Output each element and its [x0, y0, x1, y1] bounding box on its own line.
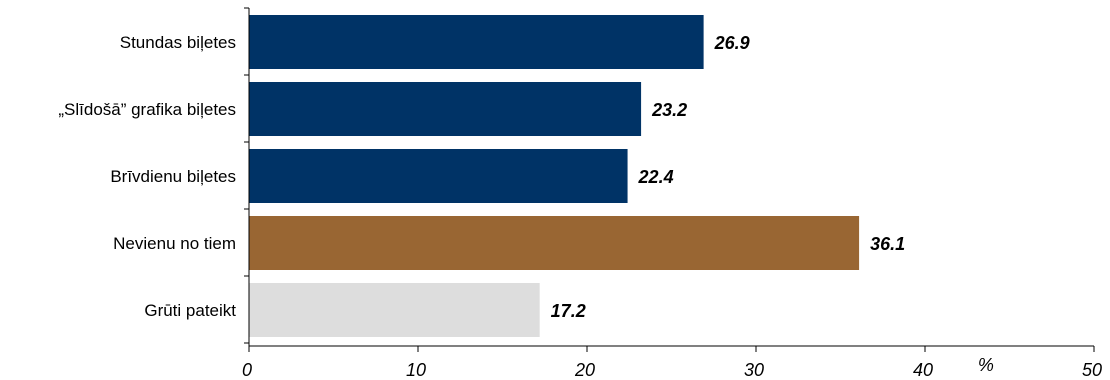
data-label-stundas-biletes: 26.9 [714, 33, 750, 53]
category-label-brivdienu-biletes: Brīvdienu biļetes [110, 167, 236, 186]
category-label-gruti-pateikt: Grūti pateikt [144, 301, 236, 320]
axes: 0 10 20 30 40 50% [242, 7, 1102, 380]
data-label-nevienu-no-tiem: 36.1 [870, 234, 905, 254]
bars-layer [249, 15, 860, 337]
category-label-stundas-biletes: Stundas biļetes [120, 33, 236, 52]
data-label-brivdienu-biletes: 22.4 [638, 167, 674, 187]
x-unit-label: % [978, 355, 994, 375]
bar-brivdienu-biletes [249, 149, 628, 203]
x-tick-label: 10 [406, 360, 426, 380]
data-label-gruti-pateikt: 17.2 [551, 301, 586, 321]
bar-gruti-pateikt [249, 283, 540, 337]
category-label-slidosa-grafika-biletes: „Slīdošā” grafika biļetes [58, 100, 236, 119]
x-tick-label: 20 [574, 360, 595, 380]
data-label-slidosa-grafika-biletes: 23.2 [651, 100, 687, 120]
bar-nevienu-no-tiem [249, 216, 860, 270]
category-label-nevienu-no-tiem: Nevienu no tiem [113, 234, 236, 253]
x-tick-label: 30 [744, 360, 764, 380]
labels-layer: Stundas biļetes 26.9 „Slīdošā” grafika biļ… [58, 33, 905, 321]
x-tick-label: 50 [1082, 360, 1102, 380]
x-tick-label: 0 [242, 360, 252, 380]
bar-stundas-biletes [249, 15, 704, 69]
bar-slidosa-grafika-biletes [249, 82, 642, 136]
x-tick-label: 40 [913, 360, 933, 380]
